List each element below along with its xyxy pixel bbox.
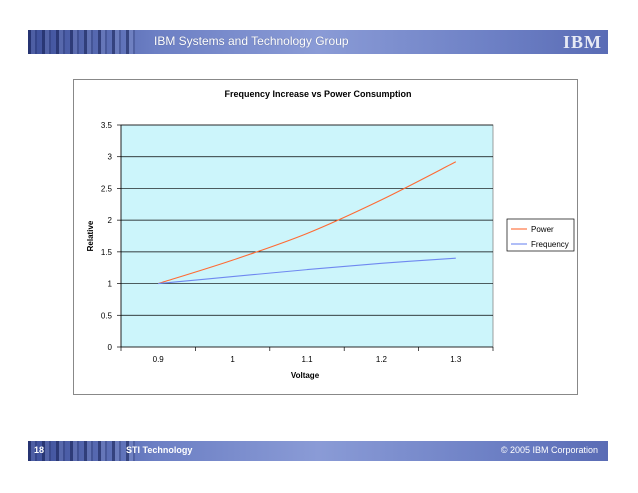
y-tick-label: 2 — [108, 216, 113, 225]
y-tick-label: 1 — [108, 280, 113, 289]
y-tick-label: 1.5 — [101, 248, 113, 257]
x-tick-label: 1.1 — [301, 355, 313, 364]
gridlines — [121, 124, 493, 316]
y-tick-label: 0 — [108, 343, 113, 352]
legend-label: Frequency — [531, 240, 569, 249]
x-tick-label: 1 — [230, 355, 235, 364]
footer-stripes — [28, 441, 138, 461]
series-line-frequency — [158, 257, 456, 285]
y-axis-label: Relative — [86, 220, 95, 251]
page-number: 18 — [34, 445, 45, 455]
legend-label: Power — [531, 225, 554, 234]
y-tick-label: 2.5 — [101, 184, 113, 193]
series-line-power — [158, 161, 457, 285]
legend-box — [506, 218, 575, 252]
x-tick-label: 1.3 — [450, 355, 462, 364]
y-tick-label: 3 — [108, 153, 113, 162]
chart-title: Frequency Increase vs Power Consumption — [224, 89, 411, 99]
header-title: IBM Systems and Technology Group — [154, 34, 349, 48]
footer-left-text: STI Technology — [126, 445, 193, 455]
header-stripes — [28, 30, 138, 54]
y-tick-label: 0.5 — [101, 311, 113, 320]
copyright: © 2005 IBM Corporation — [500, 445, 598, 455]
footer-bar: 18 STI Technology © 2005 IBM Corporation — [28, 441, 608, 461]
tick-labels: 0 0.5 1 1.5 2 2.5 3 3.5 0.9 1 1.1 1.2 1.3 — [101, 121, 462, 364]
x-tick-label: 0.9 — [153, 355, 165, 364]
y-tick-label: 3.5 — [101, 121, 113, 130]
x-axis-label: Voltage — [291, 371, 320, 380]
ibm-logo: IBM — [563, 32, 602, 52]
header-bar: IBM Systems and Technology Group IBM — [28, 30, 608, 54]
series-lines — [158, 161, 457, 285]
plot-area — [120, 124, 494, 348]
axes — [117, 124, 494, 351]
legend: Power Frequency — [506, 218, 575, 252]
x-tick-label: 1.2 — [376, 355, 388, 364]
